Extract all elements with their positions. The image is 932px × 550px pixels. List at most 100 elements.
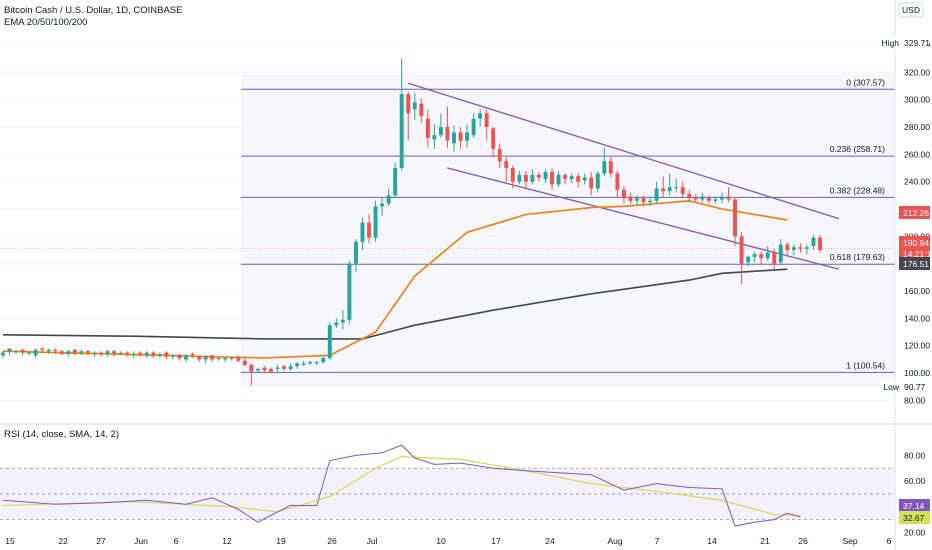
rsi-tick-label: 60.00: [904, 476, 926, 486]
candle-body: [314, 362, 319, 364]
candle-body: [478, 113, 483, 119]
candle-body: [432, 135, 437, 140]
candle-body: [262, 367, 267, 371]
ema-badge: [899, 206, 930, 219]
candle-body: [236, 356, 241, 361]
time-tick-label: 21: [760, 536, 770, 546]
candle-body: [275, 367, 280, 369]
candle-body: [301, 363, 306, 365]
candle-body: [530, 174, 535, 182]
candle-body: [327, 325, 332, 359]
fib-label: 1 (100.54): [846, 360, 885, 370]
fib-zone: [241, 74, 895, 387]
candle-body: [746, 256, 751, 263]
price-tick-label: 300.00: [904, 95, 930, 105]
candle-body: [582, 177, 587, 181]
time-tick-label: 24: [545, 536, 555, 546]
candle-body: [693, 198, 698, 200]
candle-body: [595, 173, 600, 189]
candle-body: [713, 199, 718, 201]
candle-body: [151, 352, 156, 356]
low-tag: [881, 380, 929, 393]
time-tick-label: 27: [96, 536, 106, 546]
candle-body: [602, 161, 607, 174]
candle-body: [621, 189, 626, 199]
price-tick-label: 260.00: [904, 149, 930, 159]
candle-body: [288, 366, 293, 369]
candle-body: [393, 167, 398, 196]
candle-body: [308, 362, 313, 364]
candle-body: [785, 244, 790, 251]
candle-body: [229, 358, 234, 360]
candle-body: [353, 241, 358, 264]
candle-body: [367, 222, 371, 238]
time-tick-label: 15: [5, 536, 15, 546]
rsi-ma-badge: [899, 511, 930, 524]
candle-body: [242, 360, 247, 365]
candle-body: [40, 348, 45, 350]
candle-body: [20, 349, 25, 353]
time-tick-label: 14: [707, 536, 717, 546]
candle-body: [536, 174, 541, 178]
low-label: Low: [883, 382, 899, 392]
candle-body: [719, 196, 724, 200]
candle-body: [210, 355, 215, 360]
candle-body: [334, 322, 339, 326]
candle-body: [635, 198, 639, 201]
candle-body: [491, 128, 496, 149]
candles: [1, 58, 822, 386]
candle-body: [576, 176, 581, 182]
candle-body: [170, 355, 175, 357]
candle-body: [661, 188, 666, 192]
fib-label: 0.236 (258.71): [830, 144, 885, 154]
price-tick-label: 240.00: [904, 177, 930, 187]
candle-body: [425, 118, 430, 138]
candle-body: [445, 126, 450, 141]
candle-body: [563, 174, 568, 179]
time-tick-label: 17: [491, 536, 501, 546]
candle-body: [674, 187, 679, 189]
time-tick-label: 19: [276, 536, 286, 546]
high-label: High: [882, 38, 900, 48]
current-price-badge: [899, 236, 930, 260]
rsi-series: [0, 444, 895, 527]
candle-body: [406, 94, 411, 114]
ema-long-badge: [899, 257, 930, 270]
candle-body: [523, 174, 528, 182]
time-tick-label: Aug: [607, 536, 622, 546]
candle-body: [255, 368, 260, 371]
candle-body: [706, 198, 711, 201]
candle-body: [1, 352, 5, 356]
candle-body: [798, 247, 803, 249]
price-tick-label: 120.00: [904, 341, 930, 351]
candle-body: [759, 254, 764, 259]
candle-body: [380, 203, 385, 207]
candle-body: [249, 364, 254, 372]
indicator-label: EMA 20/50/100/200: [4, 17, 87, 28]
fib-label: 0 (307.57): [846, 77, 885, 87]
candle-body: [164, 352, 169, 357]
candle-body: [118, 352, 123, 354]
ema-badge-value: 212.26: [903, 208, 929, 218]
candle-body: [112, 351, 117, 354]
candle-body: [7, 348, 12, 352]
candle-body: [804, 247, 809, 249]
candle-body: [79, 351, 84, 353]
candle-body: [726, 196, 731, 200]
time-tick-label: 26: [798, 536, 808, 546]
candle-body: [791, 247, 796, 251]
time-tick-label: 26: [327, 536, 337, 546]
chart-title: Bitcoin Cash / U.S. Dollar, 1D, COINBASE: [4, 5, 182, 16]
fib-label: 0.382 (228.48): [830, 185, 885, 195]
high-value: 329.71: [904, 38, 930, 48]
candle-body: [648, 200, 653, 203]
currency-button[interactable]: [898, 2, 924, 18]
candle-body: [811, 237, 816, 246]
candle-body: [157, 353, 162, 356]
candle-body: [550, 172, 554, 185]
candle-body: [412, 102, 417, 110]
candle-body: [105, 351, 110, 354]
price-tick-label: 280.00: [904, 122, 930, 132]
